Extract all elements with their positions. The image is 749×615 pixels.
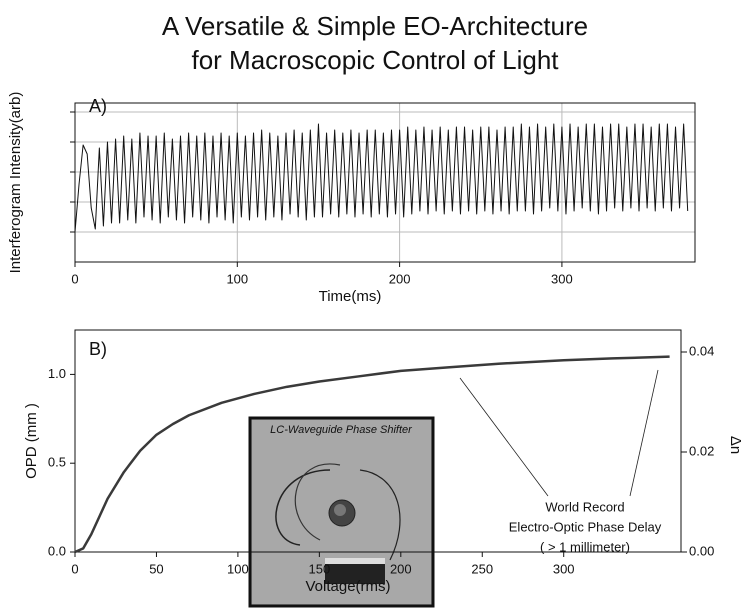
x-tick-label: 250 <box>471 561 493 576</box>
inset-photo <box>248 416 435 608</box>
x-tick-label: 300 <box>553 561 575 576</box>
leader-line <box>629 369 659 497</box>
y-axis-label: OPD (mm ) <box>23 403 40 479</box>
x-tick-label: 150 <box>309 561 331 576</box>
y2-tick-label: 0.00 <box>689 543 714 558</box>
y-tick-label: 0.5 <box>48 455 66 470</box>
title-line: for Macroscopic Control of Light <box>191 45 559 75</box>
inset-label: LC-Waveguide Phase Shifter <box>270 424 413 436</box>
title-line: A Versatile & Simple EO-Architecture <box>162 11 588 41</box>
x-tick-label: 0 <box>71 271 78 286</box>
x-axis-label: Voltage(rms) <box>305 578 390 595</box>
plot-frame <box>74 329 682 553</box>
x-tick-label: 200 <box>390 561 412 576</box>
x-tick-label: 100 <box>226 271 248 286</box>
plot-frame <box>74 102 696 263</box>
x-tick-label: 50 <box>149 561 163 576</box>
annotation: ( > 1 millimeter) <box>540 539 630 554</box>
y2-tick-label: 0.04 <box>689 343 714 358</box>
y-axis-label: Interferogram Intensity(arb) <box>7 92 24 274</box>
y2-axis-label: Δn <box>727 436 744 454</box>
annotation: World Record <box>545 499 624 514</box>
panel-label: A) <box>89 96 107 116</box>
panel-label: B) <box>89 339 107 359</box>
x-tick-label: 300 <box>551 271 573 286</box>
data-line <box>74 123 689 233</box>
x-tick-label: 100 <box>227 561 249 576</box>
x-tick-label: 200 <box>389 271 411 286</box>
data-line <box>74 355 670 554</box>
annotation: Electro-Optic Phase Delay <box>509 519 662 534</box>
leader-line <box>459 377 549 497</box>
y-tick-label: 1.0 <box>48 366 66 381</box>
y2-tick-label: 0.02 <box>689 443 714 458</box>
x-tick-label: 0 <box>71 561 78 576</box>
x-axis-label: Time(ms) <box>319 288 382 305</box>
y-tick-label: 0.0 <box>48 543 66 558</box>
